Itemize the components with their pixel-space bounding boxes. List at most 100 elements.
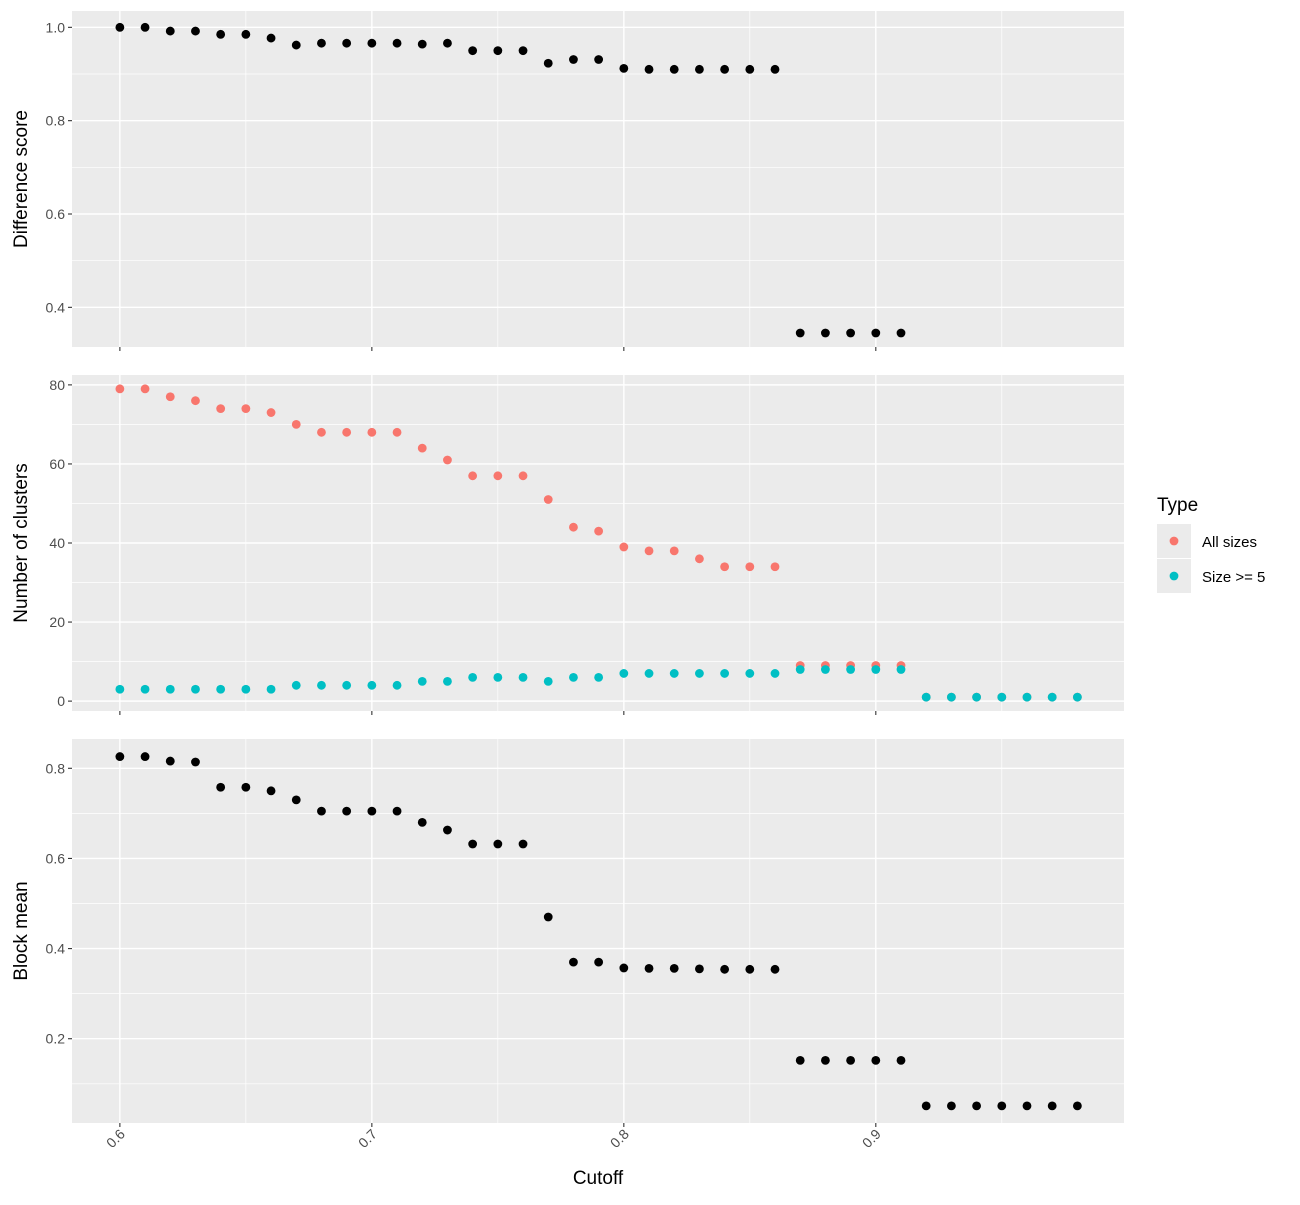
data-point <box>115 384 125 394</box>
y-axis-label: Difference score <box>11 110 32 248</box>
data-point <box>770 562 780 572</box>
data-point <box>770 64 780 74</box>
data-point <box>140 22 150 32</box>
data-point <box>644 64 654 74</box>
data-point <box>871 665 881 674</box>
data-point <box>821 328 830 338</box>
data-point <box>317 427 326 437</box>
data-point <box>165 756 175 766</box>
data-point <box>317 806 326 816</box>
data-point <box>720 964 730 974</box>
x-tick-label: 0.6 <box>103 1126 128 1151</box>
y-tick-label: 80 <box>49 377 65 393</box>
data-point <box>367 38 377 48</box>
data-point <box>644 669 654 678</box>
panel-3: 0.2 0.4 0.6 0.8 Block mean <box>11 739 1124 1127</box>
series-all-sizes <box>115 384 1082 702</box>
data-point <box>417 443 427 453</box>
data-point <box>367 427 377 437</box>
data-point <box>997 692 1007 702</box>
data-point <box>216 404 226 413</box>
x-tick-label: 0.7 <box>355 1126 380 1151</box>
data-point <box>342 38 352 48</box>
data-point <box>695 964 704 974</box>
data-point <box>619 542 629 552</box>
data-point <box>216 29 226 39</box>
data-point <box>518 673 528 682</box>
panel-2: 0 20 40 60 80 Number of clusters <box>11 375 1124 715</box>
y-tick-label: 0.4 <box>46 299 66 315</box>
data-point <box>1072 692 1082 702</box>
data-point <box>468 839 478 849</box>
data-point <box>1022 1101 1032 1111</box>
data-point <box>594 957 604 967</box>
data-point <box>140 752 150 761</box>
data-point <box>392 427 402 437</box>
data-point <box>241 782 251 792</box>
data-point <box>871 328 881 338</box>
y-tick-label: 0.6 <box>46 206 66 222</box>
legend-entry-label: Size >= 5 <box>1202 569 1265 586</box>
data-point <box>291 420 301 429</box>
data-point <box>695 64 704 74</box>
data-point <box>392 806 402 816</box>
data-point <box>720 669 730 678</box>
data-point <box>543 58 553 68</box>
legend-entry-label: All sizes <box>1202 534 1257 551</box>
panel-background <box>72 739 1124 1123</box>
data-point <box>946 692 956 702</box>
data-point <box>795 328 805 338</box>
data-point <box>191 26 200 36</box>
data-point <box>241 684 251 694</box>
data-point <box>921 692 931 702</box>
data-point <box>871 1055 881 1065</box>
y-tick-label: 60 <box>49 456 65 472</box>
data-point <box>669 669 679 678</box>
data-point <box>367 806 377 816</box>
data-point <box>1047 1101 1057 1111</box>
series-points <box>115 752 1082 1111</box>
data-point <box>896 665 906 674</box>
data-point <box>291 40 301 50</box>
y-tick-label: 0.2 <box>46 1031 66 1047</box>
data-point <box>165 684 175 694</box>
data-point <box>669 546 679 556</box>
data-point <box>468 46 478 56</box>
data-point <box>896 1055 906 1065</box>
data-point <box>216 782 226 792</box>
data-point <box>695 669 704 678</box>
data-point <box>594 526 604 536</box>
x-tick-label: 0.8 <box>607 1126 632 1151</box>
data-point <box>367 680 377 690</box>
data-point <box>1022 692 1032 702</box>
data-point <box>518 839 528 849</box>
data-point <box>745 64 755 74</box>
y-tick-label: 1.0 <box>46 19 66 35</box>
data-point <box>417 817 427 827</box>
series-size-5 <box>115 665 1082 702</box>
data-point <box>140 384 150 394</box>
data-point <box>115 22 125 32</box>
data-point <box>216 684 226 694</box>
data-point <box>115 752 125 761</box>
legend-key-point <box>1169 536 1179 546</box>
data-point <box>972 1101 981 1111</box>
data-point <box>241 404 251 413</box>
data-point <box>191 396 200 406</box>
data-point <box>392 38 402 48</box>
data-point <box>997 1101 1007 1111</box>
data-point <box>543 495 553 504</box>
data-point <box>518 46 528 56</box>
data-point <box>896 328 906 338</box>
data-point <box>317 38 326 48</box>
y-axis-label: Number of clusters <box>11 463 32 622</box>
data-point <box>720 64 730 74</box>
data-point <box>543 912 553 922</box>
data-point <box>821 665 830 674</box>
data-point <box>266 786 276 796</box>
data-point <box>191 684 200 694</box>
data-point <box>115 684 125 694</box>
data-point <box>493 673 503 682</box>
data-point <box>669 64 679 74</box>
